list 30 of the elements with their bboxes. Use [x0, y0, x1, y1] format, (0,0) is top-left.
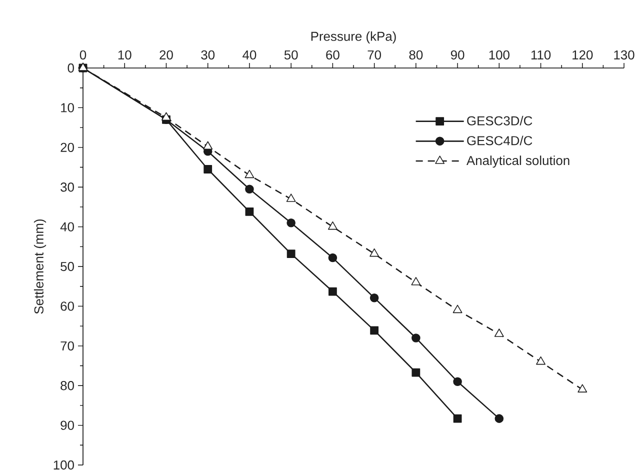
x-tick-label: 130	[614, 50, 634, 60]
y-tick-label: 40	[60, 222, 74, 232]
y-tick-label: 30	[60, 182, 74, 192]
legend-label: GESC3D/C	[467, 116, 532, 126]
x-tick-label: 70	[368, 50, 382, 60]
x-tick-label: 20	[160, 50, 173, 60]
legend-label: Analytical solution	[466, 156, 570, 168]
y-tick-label: 70	[60, 341, 74, 351]
y-tick-label: 100	[54, 460, 74, 470]
y-tick-label: 20	[60, 142, 74, 152]
y-axis-title: Settlement (mm)	[34, 220, 46, 314]
y-tick-label: 80	[60, 381, 74, 390]
x-tick-label: 50	[284, 50, 298, 60]
x-tick-label: 30	[201, 50, 215, 60]
x-axis-title: Pressure (kPa)	[311, 31, 396, 44]
x-tick-label: 110	[531, 50, 551, 60]
y-tick-label: 90	[60, 420, 74, 430]
x-tick-label: 60	[326, 50, 340, 60]
y-tick-label: 10	[61, 103, 74, 112]
legend-label: GESC4D/C	[467, 136, 532, 146]
x-tick-label: 80	[409, 50, 423, 60]
y-tick-label: 50	[60, 262, 74, 272]
x-tick-label: 100	[489, 50, 510, 60]
y-tick-label: 0	[68, 63, 74, 73]
y-tick-label: 60	[60, 302, 74, 311]
x-tick-label: 0	[80, 50, 86, 60]
x-tick-label: 120	[572, 50, 593, 60]
x-tick-label: 10	[118, 50, 132, 60]
x-tick-label: 90	[450, 50, 464, 60]
x-tick-label: 40	[242, 50, 256, 60]
